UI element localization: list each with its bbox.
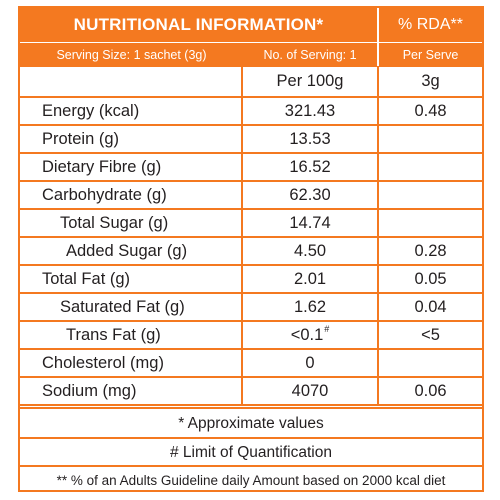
table-row: Sodium (mg) 4070 0.06 bbox=[20, 378, 482, 406]
rda-value bbox=[379, 126, 482, 154]
per-100g-value-text: <0.1 bbox=[290, 325, 324, 344]
rda-value bbox=[379, 210, 482, 238]
per-100g-header: Per 100g bbox=[243, 66, 379, 98]
note-rda-basis: ** % of an Adults Guideline daily Amount… bbox=[56, 473, 446, 488]
rda-value: <5 bbox=[379, 322, 482, 350]
table-row: Trans Fat (g) <0.1 # <5 bbox=[20, 322, 482, 350]
rda-header: % RDA** bbox=[398, 16, 463, 33]
nutrient-label: Dietary Fibre (g) bbox=[20, 154, 243, 182]
per-100g-value-text: 1.62 bbox=[293, 297, 327, 316]
nutrient-label: Cholesterol (mg) bbox=[20, 350, 243, 378]
per-100g-value: 0 bbox=[243, 350, 379, 378]
per-100g-value: <0.1 # bbox=[243, 322, 379, 350]
nutrient-label: Carbohydrate (g) bbox=[20, 182, 243, 210]
per-100g-value: 16.52 bbox=[243, 154, 379, 182]
note-approx-row: * Approximate values bbox=[20, 407, 482, 439]
note-limit-quantification: # Limit of Quantification bbox=[170, 444, 332, 461]
per-100g-value-text: 2.01 bbox=[293, 269, 327, 288]
table-row: Dietary Fibre (g) 16.52 bbox=[20, 154, 482, 182]
limit-of-quantification-mark: # bbox=[324, 324, 330, 334]
per-100g-value: 13.53 bbox=[243, 126, 379, 154]
nutrient-label: Saturated Fat (g) bbox=[20, 294, 243, 322]
rda-value: 0.28 bbox=[379, 238, 482, 266]
per-100g-value-text: 4070 bbox=[291, 381, 329, 400]
per-100g-value: 14.74 bbox=[243, 210, 379, 238]
table-row: Cholesterol (mg) 0 bbox=[20, 350, 482, 378]
per-100g-value-text: 16.52 bbox=[289, 157, 331, 176]
units-row-blank bbox=[20, 66, 243, 98]
rda-value: 0.04 bbox=[379, 294, 482, 322]
per-100g-value-text: 62.30 bbox=[289, 185, 331, 204]
table-row: Total Fat (g) 2.01 0.05 bbox=[20, 266, 482, 294]
note-approximate: * Approximate values bbox=[178, 415, 324, 432]
table-header: NUTRITIONAL INFORMATION* % RDA** bbox=[20, 8, 482, 42]
per-100g-value-text: 0 bbox=[305, 353, 315, 372]
rda-value bbox=[379, 182, 482, 210]
per-100g-value-text: 4.50 bbox=[293, 241, 327, 260]
table-row: Carbohydrate (g) 62.30 bbox=[20, 182, 482, 210]
table-row: Added Sugar (g) 4.50 0.28 bbox=[20, 238, 482, 266]
serving-size: Serving Size: 1 sachet (3g) bbox=[56, 48, 207, 62]
table-row: Energy (kcal) 321.43 0.48 bbox=[20, 98, 482, 126]
table-row: Saturated Fat (g) 1.62 0.04 bbox=[20, 294, 482, 322]
nutrient-label: Energy (kcal) bbox=[20, 98, 243, 126]
rda-value: 0.05 bbox=[379, 266, 482, 294]
per-100g-value-text: 321.43 bbox=[284, 101, 336, 120]
rda-value bbox=[379, 350, 482, 378]
table-title: NUTRITIONAL INFORMATION* bbox=[20, 8, 379, 42]
per-100g-value: 321.43 bbox=[243, 98, 379, 126]
per-serve-header: Per Serve bbox=[402, 48, 459, 62]
rda-value: 0.06 bbox=[379, 378, 482, 406]
number-of-servings: No. of Serving: 1 bbox=[243, 43, 379, 67]
nutrient-label: Sodium (mg) bbox=[20, 378, 243, 406]
note-limit-row: # Limit of Quantification bbox=[20, 437, 482, 467]
rda-value: 0.48 bbox=[379, 98, 482, 126]
nutrient-label: Added Sugar (g) bbox=[20, 238, 243, 266]
units-row: Per 100g 3g bbox=[20, 66, 482, 98]
serving-info-row: Serving Size: 1 sachet (3g) No. of Servi… bbox=[20, 42, 482, 67]
nutrient-label: Total Sugar (g) bbox=[20, 210, 243, 238]
per-100g-value: 4070 bbox=[243, 378, 379, 406]
per-100g-value-text: 14.74 bbox=[289, 213, 331, 232]
note-rda-row: ** % of an Adults Guideline daily Amount… bbox=[20, 465, 482, 494]
nutrient-label: Protein (g) bbox=[20, 126, 243, 154]
table-row: Total Sugar (g) 14.74 bbox=[20, 210, 482, 238]
table-row: Protein (g) 13.53 bbox=[20, 126, 482, 154]
nutrient-label: Total Fat (g) bbox=[20, 266, 243, 294]
per-100g-value-text: 13.53 bbox=[289, 129, 331, 148]
per-100g-value: 1.62 bbox=[243, 294, 379, 322]
per-100g-value: 62.30 bbox=[243, 182, 379, 210]
nutrition-facts-table: NUTRITIONAL INFORMATION* % RDA** Serving… bbox=[18, 6, 484, 492]
per-100g-value: 4.50 bbox=[243, 238, 379, 266]
per-serve-amount-header: 3g bbox=[379, 66, 482, 98]
per-100g-value: 2.01 bbox=[243, 266, 379, 294]
nutrient-label: Trans Fat (g) bbox=[20, 322, 243, 350]
rda-value bbox=[379, 154, 482, 182]
